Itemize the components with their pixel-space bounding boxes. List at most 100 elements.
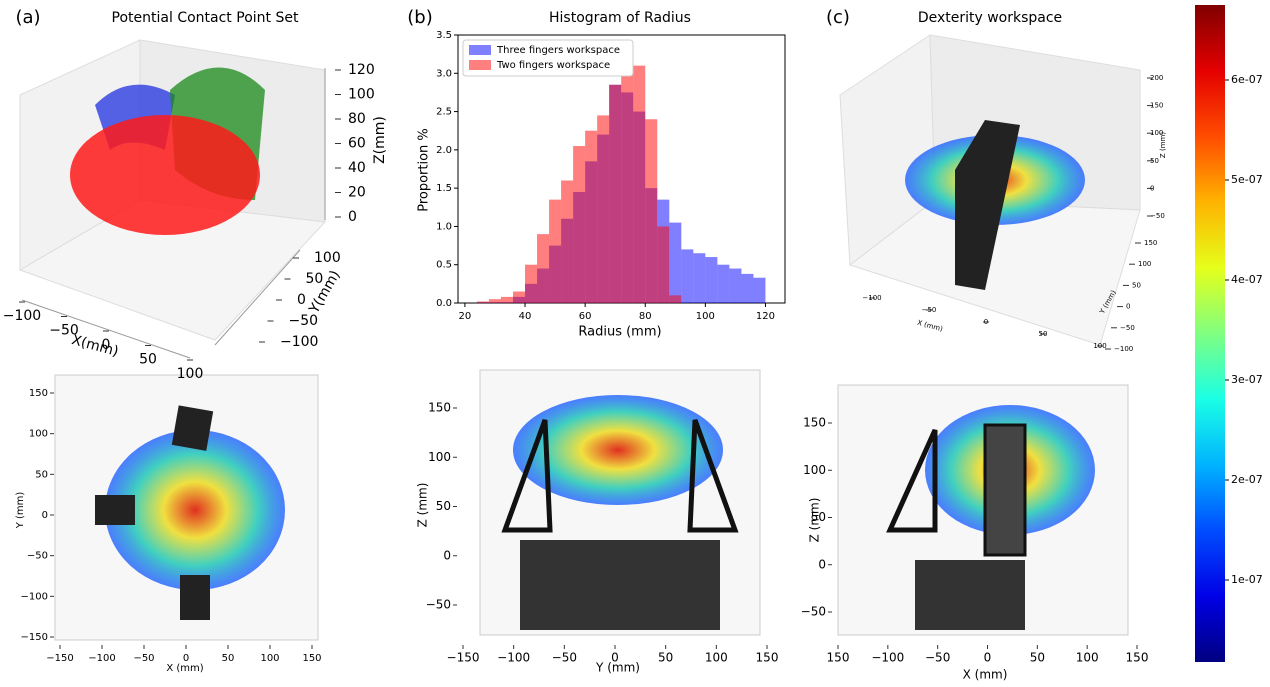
histogram-bar — [657, 226, 670, 303]
x-tick-label: 100 — [260, 653, 279, 664]
chart-title: Potential Contact Point Set — [112, 10, 299, 26]
y-tick-label: 0 — [42, 510, 48, 521]
y-tick-label: −100 — [280, 334, 318, 350]
x-tick-label: −100 — [871, 651, 904, 665]
x-tick-label: 40 — [519, 311, 532, 322]
y-tick-label: 2.5 — [436, 107, 452, 118]
x-tick-label: −100 — [862, 294, 881, 302]
histogram-bar — [609, 84, 622, 304]
histogram-bar — [645, 119, 658, 303]
y-tick-label: −50 — [289, 313, 319, 329]
x-tick-label: −50 — [49, 323, 79, 339]
histogram-bar — [513, 291, 526, 303]
x-axis-label: X (mm) — [916, 319, 944, 334]
z-axis-label: Z(mm) — [372, 116, 388, 164]
z-tick-label: 150 — [1150, 102, 1163, 110]
histogram-bar — [717, 264, 730, 303]
y-tick-label: 100 — [29, 429, 48, 440]
colorbar-tick-label: 3e-07 — [1231, 373, 1263, 386]
y-tick-label: 3.0 — [436, 68, 452, 79]
histogram-bar — [537, 234, 550, 303]
y-tick-label: −50 — [426, 598, 451, 612]
histogram-bar — [561, 180, 574, 303]
x-tick-label: 50 — [1039, 330, 1048, 338]
colorbar-tick-label: 5e-07 — [1231, 173, 1263, 186]
z-tick-label: 20 — [348, 185, 366, 201]
y-axis-label: Y (mm) — [15, 492, 26, 530]
x-tick-label: 80 — [639, 311, 652, 322]
x-tick-label: −50 — [552, 651, 577, 665]
y-tick-label: 0 — [297, 292, 306, 308]
z-tick-label: 40 — [348, 160, 366, 176]
y-tick-label: 0 — [818, 557, 826, 571]
x-tick-label: 100 — [1076, 651, 1099, 665]
legend-box — [462, 39, 634, 77]
y-tick-label: 2.0 — [436, 145, 452, 156]
z-tick-label: 60 — [348, 136, 366, 152]
histogram-bar — [729, 268, 742, 303]
y-axis-label: Z (mm) — [416, 483, 430, 528]
x-tick-label: 0 — [984, 651, 992, 665]
panel-label: (b) — [407, 7, 432, 28]
x-axis-label: Y (mm) — [595, 661, 640, 675]
histogram-bar — [753, 277, 766, 303]
y-tick-label: 100 — [1138, 260, 1151, 268]
y-tick-label: 0.5 — [436, 260, 452, 271]
z-tick-label: 120 — [348, 62, 375, 78]
legend-label: Two fingers workspace — [496, 60, 610, 71]
histogram-bar — [669, 222, 682, 303]
z-tick-label: 100 — [348, 87, 375, 103]
z-tick-label: 50 — [1150, 157, 1159, 165]
x-tick-label: −50 — [133, 653, 154, 664]
x-tick-label: 50 — [1030, 651, 1045, 665]
y-tick-label: 1.0 — [436, 221, 452, 232]
colorbar — [1195, 5, 1225, 662]
y-tick-label: 50 — [1132, 281, 1141, 289]
legend-swatch — [469, 45, 491, 55]
histogram-bar — [476, 301, 489, 303]
y-tick-label: 150 — [803, 416, 826, 430]
chart-title: Histogram of Radius — [549, 10, 691, 26]
y-tick-label: 50 — [35, 469, 48, 480]
x-tick-label: 50 — [222, 653, 235, 664]
x-tick-label: −150 — [447, 651, 480, 665]
y-tick-label: 100 — [428, 450, 451, 464]
histogram-bar — [500, 296, 514, 303]
histogram-bar — [525, 264, 538, 303]
y-tick-label: −150 — [21, 632, 48, 643]
y-tick-label: 0 — [443, 548, 451, 562]
z-tick-label: 0 — [348, 209, 357, 225]
panel-label: (c) — [826, 7, 850, 28]
x-tick-label: 150 — [1126, 651, 1149, 665]
y-tick-label: 1.5 — [436, 183, 452, 194]
histogram-bar — [549, 199, 562, 303]
colorbar-tick-label: 6e-07 — [1231, 73, 1263, 86]
y-tick-label: 50 — [306, 271, 324, 287]
z-tick-label: −50 — [1150, 212, 1165, 220]
x-tick-label: −50 — [922, 306, 937, 314]
y-tick-label: −50 — [1120, 324, 1135, 332]
x-axis-label: X(mm) — [70, 332, 120, 360]
y-axis-label: Proportion % — [417, 128, 432, 212]
panel-a-scene — [18, 39, 327, 359]
histogram-bar — [573, 146, 586, 303]
x-tick-label: −150 — [46, 653, 73, 664]
y-axis-label: Z (mm) — [808, 498, 822, 543]
y-tick-label: 0.0 — [436, 298, 452, 309]
projection-scenes — [54, 369, 1129, 641]
histogram-bar — [705, 257, 718, 303]
chart-title: Dexterity workspace — [918, 10, 1062, 26]
x-tick-label: 100 — [177, 366, 204, 382]
y-tick-label: 150 — [1144, 239, 1157, 247]
x-axis-label: X (mm) — [963, 668, 1008, 682]
colorbar-tick-label: 2e-07 — [1231, 473, 1263, 486]
histogram-bar — [621, 57, 634, 303]
panel-label: (a) — [15, 7, 40, 28]
colorbar-tick-label: 1e-07 — [1231, 573, 1263, 586]
x-tick-label: 0 — [984, 318, 988, 326]
z-tick-label: 100 — [1150, 129, 1163, 137]
x-tick-label: 0 — [611, 651, 619, 665]
histogram-bar — [585, 130, 598, 303]
y-tick-label: 0 — [1126, 303, 1130, 311]
